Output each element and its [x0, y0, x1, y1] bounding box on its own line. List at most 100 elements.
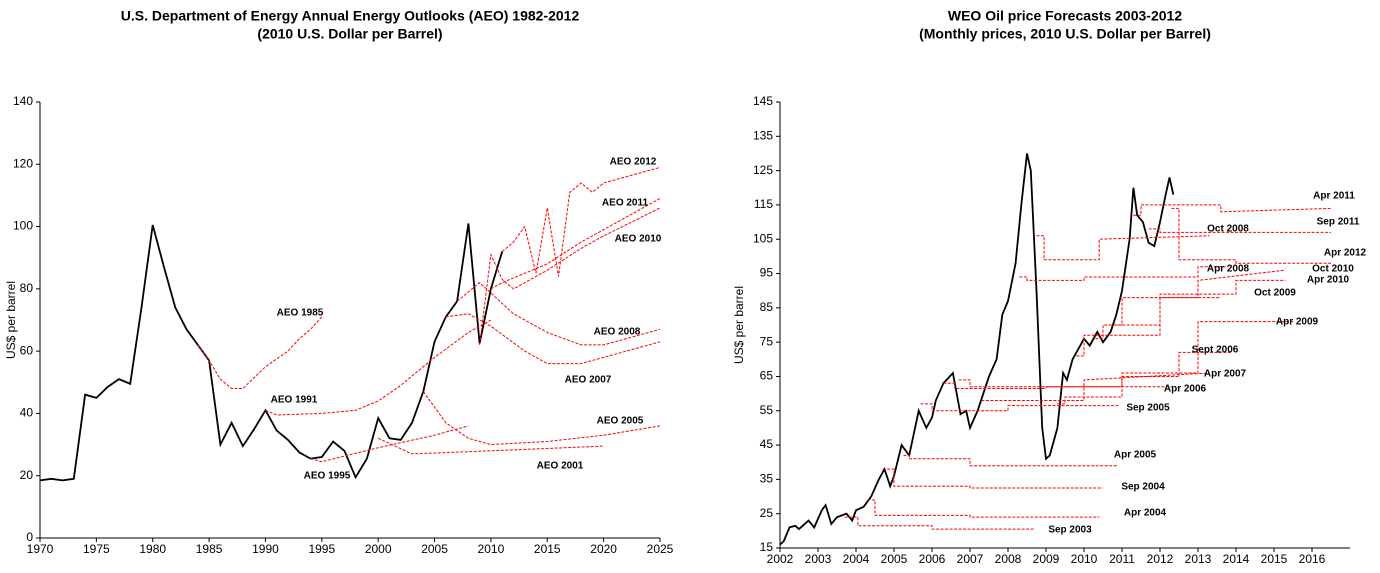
- forecast-line: [422, 391, 661, 446]
- forecast-line: [501, 166, 661, 277]
- y-tick-label: 145: [753, 94, 773, 108]
- series-label: AEO 1995: [304, 471, 351, 482]
- x-tick-label: 2005: [421, 542, 448, 556]
- y-tick-label: 65: [760, 369, 774, 383]
- forecast-line: [1171, 207, 1331, 264]
- forecast-line: [844, 516, 1035, 530]
- series-label: AEO 2005: [597, 416, 644, 427]
- forecast-line: [490, 198, 661, 290]
- series-label: Apr 2010: [1307, 275, 1350, 286]
- forecast-line: [1148, 228, 1331, 233]
- series-label: Apr 2009: [1276, 317, 1319, 328]
- x-tick-label: 2013: [1185, 552, 1212, 566]
- series-label: Sept 2006: [1192, 345, 1239, 356]
- y-tick-label: 80: [20, 281, 34, 295]
- series-label: Apr 2006: [1164, 384, 1207, 395]
- series-label: Apr 2007: [1204, 369, 1247, 380]
- x-tick-label: 2009: [1033, 552, 1060, 566]
- y-tick-label: 85: [760, 300, 774, 314]
- forecast-line: [310, 425, 469, 463]
- x-tick-label: 2006: [919, 552, 946, 566]
- y-axis-title: US$ per barrel: [732, 286, 746, 364]
- series-label: AEO 2008: [594, 327, 641, 338]
- series-label: Sep 2003: [1048, 525, 1092, 536]
- forecast-line: [1036, 235, 1210, 261]
- forecast-line: [265, 319, 492, 416]
- chart-subtitle: (2010 U.S. Dollar per Barrel): [257, 26, 442, 42]
- x-tick-label: 1990: [252, 542, 279, 556]
- y-tick-label: 135: [753, 128, 773, 142]
- y-tick-label: 140: [13, 94, 33, 108]
- x-tick-label: 2002: [767, 552, 794, 566]
- series-label: Oct 2009: [1254, 288, 1296, 299]
- x-tick-label: 2015: [534, 542, 561, 556]
- series-label: Oct 2010: [1312, 264, 1354, 275]
- series-label: AEO 2001: [537, 461, 584, 472]
- x-tick-label: 2005: [881, 552, 908, 566]
- series-label: Sep 2005: [1126, 403, 1170, 414]
- x-tick-label: 2025: [647, 542, 674, 556]
- series-label: Apr 2012: [1324, 248, 1367, 259]
- series-label: AEO 2007: [565, 375, 612, 386]
- forecast-line: [958, 351, 1233, 388]
- x-tick-label: 2011: [1109, 552, 1135, 566]
- forecast-line: [1076, 297, 1221, 357]
- x-tick-label: 1985: [196, 542, 223, 556]
- forecast-line: [903, 454, 1119, 467]
- y-axis-title: US$ per barrel: [4, 281, 18, 359]
- forecast-line: [882, 468, 1103, 489]
- series-label: Apr 2005: [1114, 450, 1157, 461]
- x-tick-label: 1975: [83, 542, 110, 556]
- x-tick-label: 1970: [27, 542, 54, 556]
- x-tick-label: 2008: [995, 552, 1022, 566]
- x-tick-label: 2016: [1299, 552, 1326, 566]
- y-tick-label: 60: [20, 343, 34, 357]
- series-label: Apr 2008: [1207, 264, 1250, 275]
- forecast-line: [445, 313, 661, 365]
- x-tick-label: 2012: [1147, 552, 1174, 566]
- y-tick-label: 95: [760, 266, 774, 280]
- forecast-line: [197, 316, 323, 389]
- forecast-line: [867, 499, 1100, 518]
- chart-title: U.S. Department of Energy Annual Energy …: [121, 8, 580, 24]
- x-tick-label: 2010: [478, 542, 505, 556]
- y-tick-label: 45: [760, 437, 774, 451]
- series-label: Apr 2011: [1313, 191, 1355, 202]
- series-label: Sep 2011: [1317, 217, 1360, 228]
- forecast-line: [456, 281, 661, 346]
- x-tick-label: 2003: [805, 552, 832, 566]
- series-label: Sep 2004: [1121, 482, 1165, 493]
- price-line: [779, 153, 1175, 546]
- y-tick-label: 15: [760, 540, 774, 554]
- series-label: Oct 2008: [1207, 224, 1249, 235]
- series-label: AEO 1991: [271, 395, 318, 406]
- forecast-line: [920, 403, 1119, 412]
- price-line: [39, 223, 504, 482]
- forecast-line: [1019, 266, 1229, 281]
- forecast-line: [377, 437, 604, 455]
- y-tick-label: 20: [20, 468, 34, 482]
- y-tick-label: 115: [754, 197, 773, 211]
- y-tick-label: 125: [753, 163, 773, 177]
- x-tick-label: 2010: [1071, 552, 1098, 566]
- y-tick-label: 55: [760, 403, 774, 417]
- chart-title: WEO Oil price Forecasts 2003-2012: [948, 8, 1182, 24]
- y-tick-label: 0: [26, 530, 33, 544]
- x-tick-label: 1995: [308, 542, 335, 556]
- y-tick-label: 105: [753, 231, 773, 245]
- y-tick-label: 35: [760, 472, 774, 486]
- series-label: Apr 2004: [1124, 508, 1167, 519]
- forecast-line: [981, 372, 1210, 401]
- forecast-line: [1057, 321, 1293, 405]
- x-tick-label: 2015: [1261, 552, 1288, 566]
- x-tick-label: 2000: [365, 542, 392, 556]
- y-tick-label: 100: [13, 219, 33, 233]
- x-tick-label: 2004: [843, 552, 870, 566]
- forecast-line: [1133, 204, 1332, 216]
- y-tick-label: 40: [20, 406, 34, 420]
- forecast-line: [1095, 279, 1286, 340]
- forecast-line: [1114, 269, 1286, 326]
- x-tick-label: 2007: [957, 552, 984, 566]
- series-label: AEO 2011: [602, 198, 649, 209]
